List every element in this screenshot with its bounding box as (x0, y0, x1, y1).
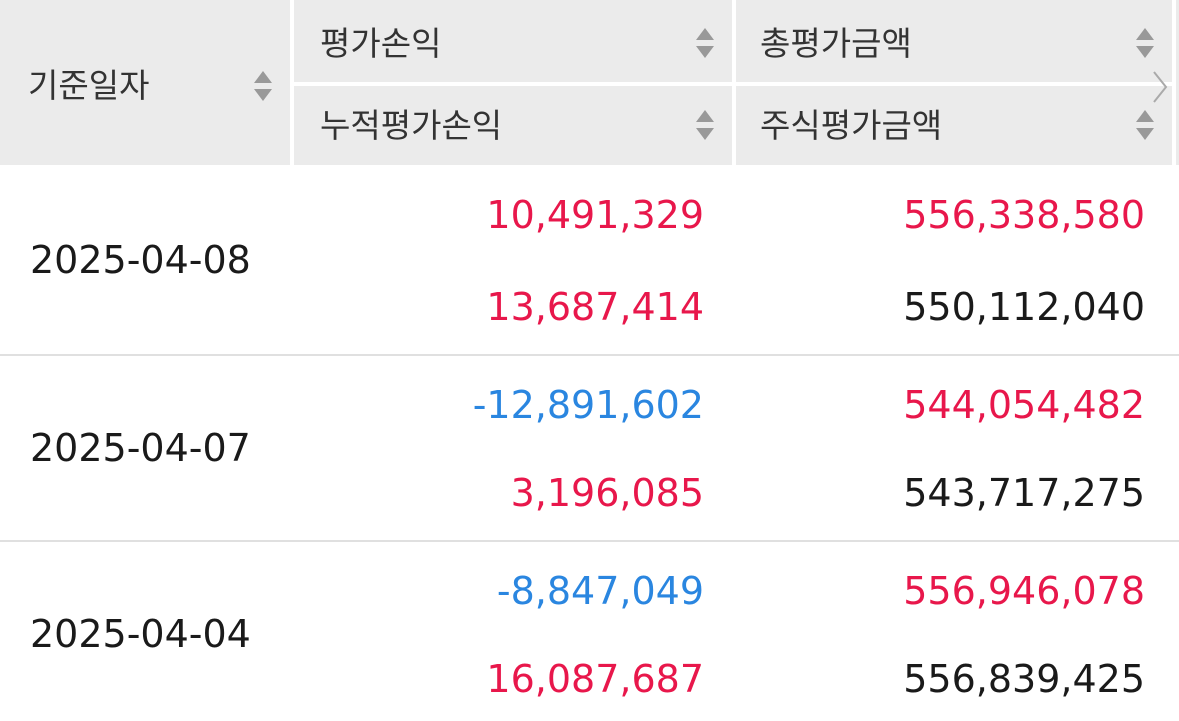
eval-pl-cell: 10,491,329 (486, 193, 704, 237)
sort-icon[interactable] (694, 24, 714, 62)
header-cum-eval-pl[interactable]: 누적평가손익 (320, 106, 503, 145)
header-stock-eval[interactable]: 주식평가금액 (760, 106, 943, 145)
header-date[interactable]: 기준일자 (28, 66, 150, 105)
header-total-eval[interactable]: 총평가금액 (760, 24, 912, 63)
sort-icon[interactable] (1134, 106, 1154, 144)
header-cell (736, 0, 1172, 82)
total-eval-cell: 556,338,580 (903, 193, 1145, 237)
stock-eval-cell: 550,112,040 (903, 285, 1145, 329)
header-cell (0, 0, 290, 165)
date-cell: 2025-04-07 (30, 426, 251, 470)
sort-icon[interactable] (1134, 24, 1154, 62)
header-cell (294, 86, 732, 165)
total-eval-cell: 544,054,482 (903, 383, 1145, 427)
sort-icon[interactable] (252, 67, 272, 105)
total-eval-cell: 556,946,078 (903, 569, 1145, 613)
scroll-arrow[interactable] (1148, 68, 1172, 106)
date-cell: 2025-04-04 (30, 612, 251, 656)
cum-eval-pl-cell: 3,196,085 (510, 471, 704, 515)
sort-icon[interactable] (694, 106, 714, 144)
eval-pl-cell: -12,891,602 (472, 383, 704, 427)
stock-eval-cell: 556,839,425 (903, 657, 1145, 701)
row-separator (0, 540, 1179, 542)
cum-eval-pl-cell: 13,687,414 (486, 285, 704, 329)
date-cell: 2025-04-08 (30, 238, 251, 282)
header-cell (1176, 0, 1179, 165)
header-cell (294, 0, 732, 82)
eval-pl-cell: -8,847,049 (496, 569, 704, 613)
row-separator (0, 354, 1179, 356)
stock-eval-cell: 543,717,275 (903, 471, 1145, 515)
cum-eval-pl-cell: 16,087,687 (486, 657, 704, 701)
header-eval-pl[interactable]: 평가손익 (320, 24, 442, 63)
header-cell (736, 86, 1172, 165)
